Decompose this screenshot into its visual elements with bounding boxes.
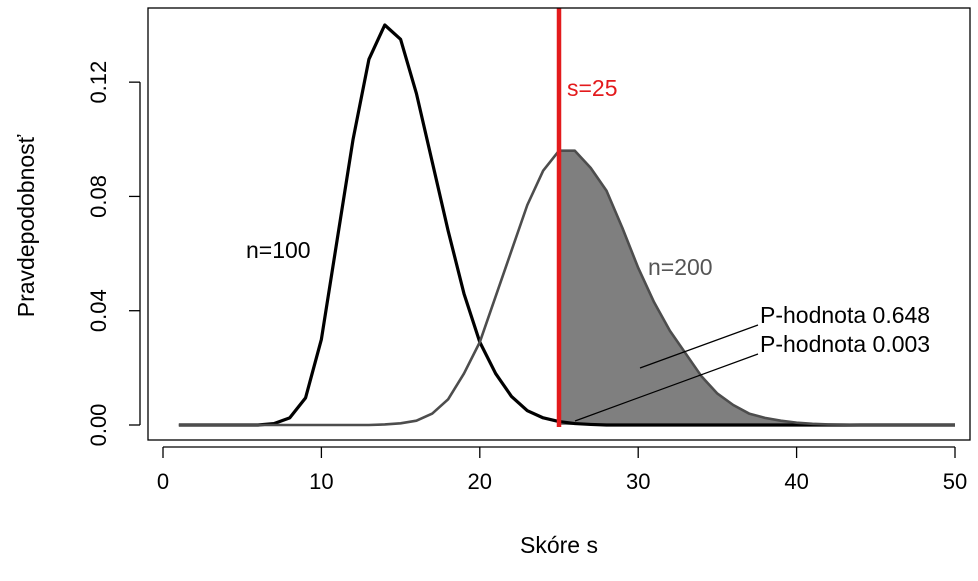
series-line-n200 [178, 149, 955, 427]
y-tick-label: 0.04 [86, 289, 111, 332]
shaded-area-layer [559, 150, 955, 425]
x-tick-label: 40 [784, 469, 808, 494]
plot-box [147, 7, 971, 441]
p-value-n200-label: P-hodnota 0.648 [760, 302, 930, 328]
p-value-n100-label: P-hodnota 0.003 [760, 331, 930, 357]
label-n200: n=200 [648, 254, 713, 280]
axes: 0 10 20 30 40 50 0.00 0.04 0.08 0.12 [86, 61, 967, 494]
threshold-label: s=25 [567, 75, 618, 101]
y-tick-label: 0.08 [86, 175, 111, 218]
p-value-shaded-area [559, 150, 955, 425]
y-tick-label: 0.00 [86, 404, 111, 447]
series-layer [178, 23, 955, 427]
plot-frame [147, 7, 971, 441]
x-tick-label: 20 [468, 469, 492, 494]
x-tick-label: 10 [309, 469, 333, 494]
x-tick-label: 50 [943, 469, 967, 494]
threshold-layer: s=25 [556, 8, 618, 427]
label-n100: n=100 [246, 237, 311, 263]
p-value-n100-pointer [574, 353, 759, 422]
y-axis-title: Pravdepodobnosť [13, 134, 39, 317]
y-tick-label: 0.12 [86, 61, 111, 104]
x-tick-label: 30 [626, 469, 650, 494]
x-axis-title: Skóre s [520, 532, 598, 558]
annotations: n=100 n=200 P-hodnota 0.648 P-hodnota 0.… [246, 237, 930, 422]
x-tick-label: 0 [157, 469, 169, 494]
p-value-n200-pointer [639, 324, 759, 369]
